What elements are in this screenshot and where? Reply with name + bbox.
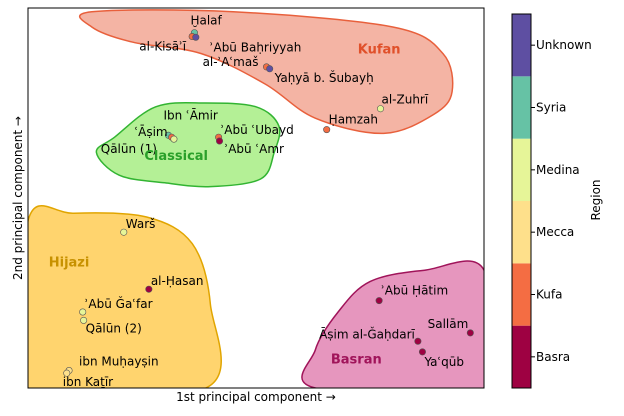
colorbar-swatch-medina bbox=[512, 138, 531, 201]
colorbar-swatch-kufa bbox=[512, 263, 531, 326]
point-label-qa-lu-n-2: Qālūn (2) bbox=[86, 321, 142, 335]
point-label-a-s-im-al-g-ah-dari: Āṣim al-Ǧaḥdarī bbox=[319, 326, 415, 341]
point-ya-qu-b bbox=[418, 348, 426, 356]
point-label-yah-ya-b-s-ubayh: Yaḥyā b. Šubayḥ bbox=[274, 70, 374, 85]
point-abu-bah-riyyah bbox=[192, 33, 200, 41]
colorbar-swatch-mecca bbox=[512, 201, 531, 264]
point-label-ibn-muh-ays-in: ibn Muḥayṣin bbox=[79, 355, 159, 369]
point-label-abu-g-a-far: ʾAbū Ǧaʿfar bbox=[85, 296, 153, 311]
group-label-basran: Basran bbox=[331, 352, 382, 367]
point-label-ibn-kat-i-r: ibn Kaṯīr bbox=[63, 375, 113, 389]
point-ibn-kat-i-r bbox=[63, 369, 71, 377]
point-label-al-kisa-i: al-Kisāʾī bbox=[139, 40, 187, 54]
point-label-a-s-im: ʿĀṣim bbox=[134, 125, 167, 139]
colorbar-tick-label-medina: Medina bbox=[536, 163, 580, 177]
colorbar-label: Region bbox=[589, 179, 603, 220]
point-h-amzah bbox=[323, 126, 331, 134]
colorbar-tick-label-kufa: Kufa bbox=[536, 288, 562, 302]
point-wars bbox=[120, 228, 128, 236]
group-regions bbox=[28, 9, 484, 388]
point-abu-amr bbox=[216, 137, 224, 145]
point-label-abu-bah-riyyah: ʾAbū Baḥriyyah bbox=[210, 40, 302, 54]
point-label-wars: Warš bbox=[126, 217, 156, 231]
colorbar-swatch-unknown bbox=[512, 14, 531, 77]
group-label-kufan: Kufan bbox=[358, 43, 401, 58]
point-a-s-im-al-g-ah-dari bbox=[414, 337, 422, 345]
point-label-h-amzah: Ḥamzah bbox=[329, 113, 378, 127]
point-label-al-a-mas: al-ʾAʿmaš bbox=[203, 55, 259, 69]
point-label-abu-h-a-tim: ʾAbū Ḥātim bbox=[381, 284, 448, 298]
colorbar-tick-label-unknown: Unknown bbox=[536, 38, 592, 52]
point-qa-lu-n-1 bbox=[170, 135, 178, 143]
point-label-salla-m: Sallām bbox=[428, 317, 469, 331]
group-labels: Kufan Classical Hijazi Basran bbox=[49, 43, 401, 368]
point-qa-lu-n-2 bbox=[80, 316, 88, 324]
colorbar-swatch-syria bbox=[512, 76, 531, 139]
point-label-al-h-asan: al-Ḥasan bbox=[151, 274, 204, 288]
point-abu-h-a-tim bbox=[375, 297, 383, 305]
y-axis-label: 2nd principal component → bbox=[11, 116, 25, 280]
region-basran bbox=[301, 260, 484, 388]
point-label-ya-qu-b: Yaʿqūb bbox=[423, 355, 464, 369]
colorbar-frame bbox=[511, 13, 532, 389]
point-label-al-zuhri: al-Zuhrī bbox=[381, 93, 428, 107]
point-salla-m bbox=[466, 329, 474, 337]
region-hijazi bbox=[28, 205, 222, 388]
colorbar-swatch-basra bbox=[512, 325, 531, 388]
colorbar-tick-label-mecca: Mecca bbox=[536, 225, 574, 239]
point-label-abu-amr: ʾAbū ʿAmr bbox=[225, 142, 285, 156]
point-label-qa-lu-n-1: Qālūn (1) bbox=[101, 142, 157, 156]
colorbar-tick-label-syria: Syria bbox=[536, 101, 566, 115]
point-label-ibn-a-mir: Ibn ʿĀmir bbox=[163, 108, 217, 122]
point-label-h-alaf: Ḫalaf bbox=[190, 14, 222, 28]
point-abu-g-a-far bbox=[79, 308, 87, 316]
point-label-abu-ubayd: ʾAbū ʿUbayd bbox=[221, 123, 294, 137]
colorbar: Basra Kufa Mecca Medina Syria Unknown bbox=[511, 13, 592, 389]
plot-frame bbox=[27, 7, 485, 389]
region-kufan bbox=[78, 9, 454, 135]
region-classical bbox=[95, 101, 281, 188]
group-label-hijazi: Hijazi bbox=[49, 255, 90, 270]
point-yah-ya-b-s-ubayh bbox=[266, 65, 274, 73]
point-al-h-asan bbox=[145, 285, 153, 293]
point-al-zuhri bbox=[376, 105, 384, 113]
x-axis-label: 1st principal component → bbox=[176, 390, 336, 404]
colorbar-tick-label-basra: Basra bbox=[536, 350, 570, 364]
group-label-classical: Classical bbox=[144, 149, 208, 164]
